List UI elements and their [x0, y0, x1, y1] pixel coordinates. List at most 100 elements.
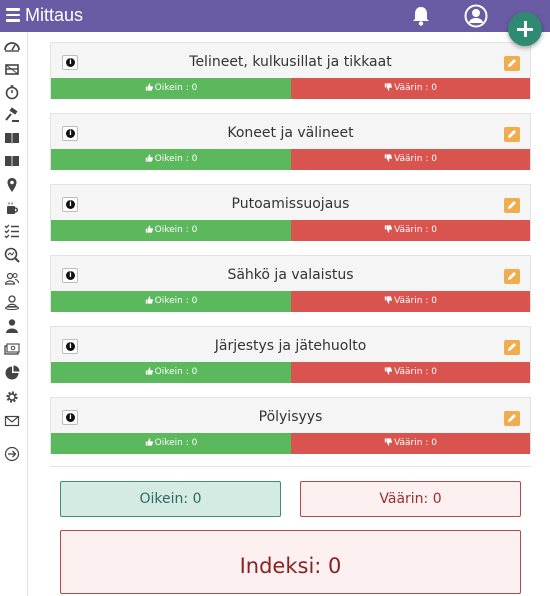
category-card: i Järjestys ja jätehuolto Oikein : 0 Vää… [50, 326, 531, 383]
right-count-label: Oikein : 0 [154, 438, 198, 448]
right-count-button[interactable]: Oikein : 0 [51, 220, 291, 241]
user-circle-icon[interactable] [464, 4, 488, 28]
pencil-icon [508, 414, 516, 422]
info-icon: i [66, 58, 75, 67]
pencil-icon [508, 343, 516, 351]
category-title: Putoamissuojaus [231, 196, 350, 212]
person-location-icon[interactable] [4, 294, 22, 312]
info-button[interactable]: i [62, 126, 78, 141]
edit-button[interactable] [504, 269, 520, 284]
pencil-icon [508, 272, 516, 280]
info-icon: i [66, 413, 75, 422]
edit-button[interactable] [504, 127, 520, 142]
sidebar [0, 32, 28, 596]
cash-icon[interactable] [4, 341, 22, 359]
category-card: i Sähkö ja valaistus Oikein : 0 Väärin :… [50, 255, 531, 312]
book-icon[interactable] [4, 130, 22, 148]
thumbs-down-icon [384, 296, 392, 304]
right-count-label: Oikein : 0 [154, 83, 198, 93]
right-count-button[interactable]: Oikein : 0 [51, 433, 291, 454]
map-pin-icon[interactable] [4, 177, 22, 195]
right-count-label: Oikein : 0 [154, 154, 198, 164]
pencil-icon [508, 59, 516, 67]
category-title: Järjestys ja jätehuolto [214, 338, 367, 354]
info-icon: i [66, 129, 75, 138]
wrong-count-button[interactable]: Väärin : 0 [291, 149, 530, 170]
right-count-button[interactable]: Oikein : 0 [51, 362, 291, 383]
thumbs-up-icon [145, 225, 153, 233]
logout-icon[interactable] [4, 446, 22, 464]
total-right-box: Oikein: 0 [60, 481, 281, 517]
bell-icon[interactable] [411, 5, 431, 27]
info-button[interactable]: i [62, 410, 78, 425]
stopwatch-icon[interactable] [4, 84, 22, 102]
divider [50, 466, 531, 467]
info-icon: i [66, 200, 75, 209]
top-bar: Mittaus [0, 0, 550, 32]
wrong-count-button[interactable]: Väärin : 0 [291, 291, 530, 312]
thumbs-up-icon [145, 296, 153, 304]
thumbs-up-icon [145, 154, 153, 162]
thumbs-down-icon [384, 367, 392, 375]
edit-button[interactable] [504, 198, 520, 213]
wrong-count-label: Väärin : 0 [394, 367, 437, 377]
gavel-icon[interactable] [4, 107, 22, 125]
hamburger-icon[interactable] [6, 8, 20, 22]
right-count-button[interactable]: Oikein : 0 [51, 291, 291, 312]
scaffold-icon[interactable] [4, 61, 22, 79]
category-title: Pölyisyys [258, 409, 323, 425]
right-count-label: Oikein : 0 [154, 296, 198, 306]
category-card: i Putoamissuojaus Oikein : 0 Väärin : 0 [50, 184, 531, 241]
category-title: Sähkö ja valaistus [227, 267, 354, 283]
thumbs-down-icon [384, 154, 392, 162]
category-title: Telineet, kulkusillat ja tikkaat [189, 54, 392, 70]
edit-button[interactable] [504, 56, 520, 71]
info-button[interactable]: i [62, 55, 78, 70]
thumbs-down-icon [384, 225, 392, 233]
info-button[interactable]: i [62, 197, 78, 212]
edit-button[interactable] [504, 411, 520, 426]
category-card: i Pölyisyys Oikein : 0 Väärin : 0 [50, 397, 531, 454]
pie-chart-icon[interactable] [4, 365, 22, 383]
wrong-count-button[interactable]: Väärin : 0 [291, 220, 530, 241]
thumbs-down-icon [384, 83, 392, 91]
wrong-count-label: Väärin : 0 [394, 154, 437, 164]
dashboard-icon[interactable] [4, 38, 22, 56]
right-count-label: Oikein : 0 [154, 225, 198, 235]
wrong-count-button[interactable]: Väärin : 0 [291, 362, 530, 383]
wrong-count-label: Väärin : 0 [394, 83, 437, 93]
checklist-icon[interactable] [4, 223, 22, 241]
wrong-count-button[interactable]: Väärin : 0 [291, 78, 530, 99]
add-button[interactable] [508, 12, 542, 46]
wrong-count-button[interactable]: Väärin : 0 [291, 433, 530, 454]
wrong-count-label: Väärin : 0 [394, 438, 437, 448]
right-count-label: Oikein : 0 [154, 367, 198, 377]
index-box: Indeksi: 0 [60, 530, 521, 594]
thumbs-up-icon [145, 438, 153, 446]
users-icon[interactable] [4, 271, 22, 289]
info-button[interactable]: i [62, 268, 78, 283]
category-title: Koneet ja välineet [227, 125, 354, 141]
right-count-button[interactable]: Oikein : 0 [51, 149, 291, 170]
app-title: Mittaus [25, 5, 84, 25]
info-icon: i [66, 342, 75, 351]
thumbs-down-icon [384, 438, 392, 446]
book-open-icon[interactable] [4, 153, 22, 171]
wrong-count-label: Väärin : 0 [394, 225, 437, 235]
coffee-icon[interactable] [4, 201, 22, 219]
category-card: i Koneet ja välineet Oikein : 0 Väärin :… [50, 113, 531, 170]
mail-icon[interactable] [4, 413, 22, 431]
gear-icon[interactable] [4, 389, 22, 407]
wrong-count-label: Väärin : 0 [394, 296, 437, 306]
search-analytics-icon[interactable] [4, 247, 22, 265]
info-icon: i [66, 271, 75, 280]
pencil-icon [508, 201, 516, 209]
pencil-icon [508, 130, 516, 138]
edit-button[interactable] [504, 340, 520, 355]
right-count-button[interactable]: Oikein : 0 [51, 78, 291, 99]
thumbs-up-icon [145, 83, 153, 91]
user-icon[interactable] [4, 318, 22, 336]
info-button[interactable]: i [62, 339, 78, 354]
total-wrong-box: Väärin: 0 [300, 481, 521, 517]
category-card: i Telineet, kulkusillat ja tikkaat Oikei… [50, 42, 531, 99]
